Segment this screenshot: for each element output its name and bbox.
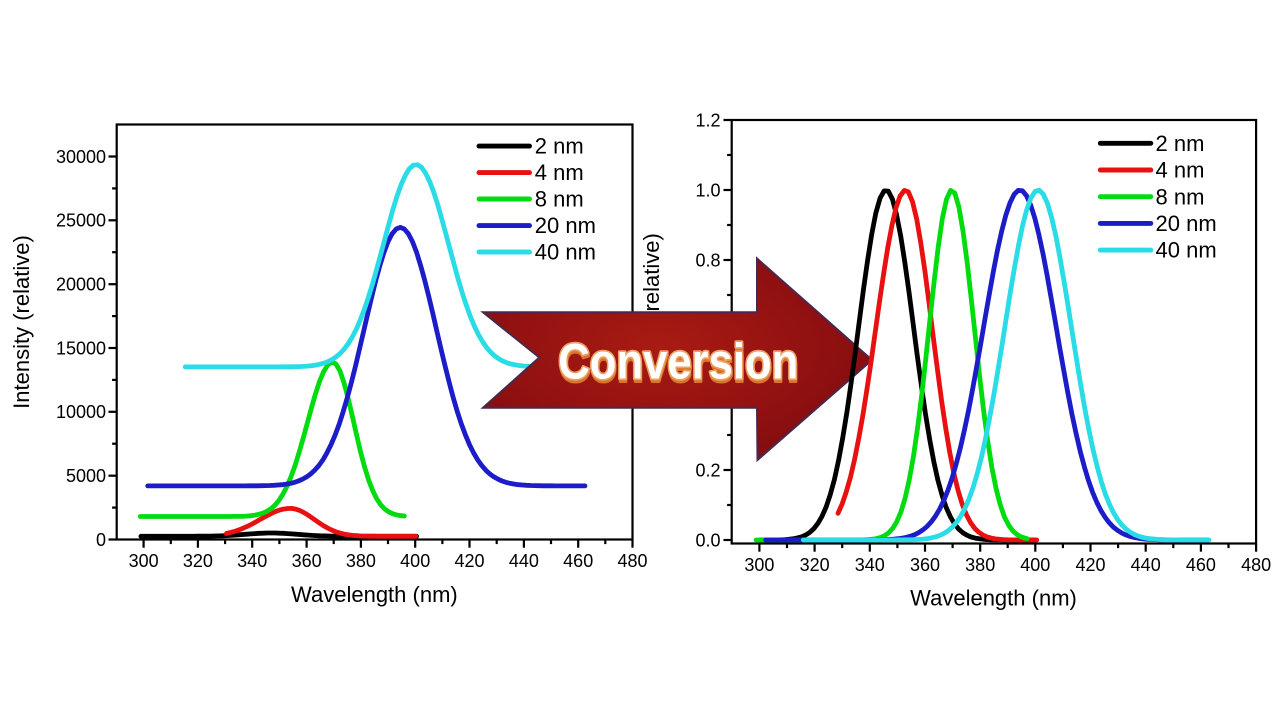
svg-text:320: 320 <box>800 555 830 575</box>
svg-text:0.0: 0.0 <box>695 530 720 550</box>
svg-text:460: 460 <box>1186 555 1216 575</box>
svg-text:480: 480 <box>617 551 647 571</box>
svg-text:340: 340 <box>237 551 267 571</box>
svg-text:0.8: 0.8 <box>695 250 720 270</box>
svg-text:5000: 5000 <box>66 466 106 486</box>
svg-text:460: 460 <box>563 551 593 571</box>
svg-text:320: 320 <box>183 551 213 571</box>
svg-text:300: 300 <box>744 555 774 575</box>
svg-text:Intensity (relative): Intensity (relative) <box>9 235 34 409</box>
svg-text:440: 440 <box>1131 555 1161 575</box>
svg-text:440: 440 <box>509 551 539 571</box>
svg-text:360: 360 <box>910 555 940 575</box>
svg-text:2 nm: 2 nm <box>535 134 584 159</box>
svg-text:0: 0 <box>96 530 106 550</box>
svg-text:30000: 30000 <box>56 147 106 167</box>
svg-text:420: 420 <box>1075 555 1105 575</box>
svg-text:40 nm: 40 nm <box>535 240 596 265</box>
svg-text:Conversion: Conversion <box>559 337 799 393</box>
svg-text:40 nm: 40 nm <box>1156 238 1217 263</box>
svg-text:20 nm: 20 nm <box>535 213 596 238</box>
svg-text:340: 340 <box>855 555 885 575</box>
svg-text:480: 480 <box>1241 555 1271 575</box>
svg-text:8 nm: 8 nm <box>535 187 584 212</box>
svg-text:400: 400 <box>400 551 430 571</box>
svg-text:20000: 20000 <box>56 275 106 295</box>
svg-text:25000: 25000 <box>56 211 106 231</box>
svg-text:15000: 15000 <box>56 338 106 358</box>
svg-text:360: 360 <box>292 551 322 571</box>
svg-text:300: 300 <box>129 551 159 571</box>
svg-text:2 nm: 2 nm <box>1156 131 1205 156</box>
svg-text:Wavelength (nm): Wavelength (nm) <box>291 582 458 607</box>
svg-text:380: 380 <box>965 555 995 575</box>
svg-text:20 nm: 20 nm <box>1156 211 1217 236</box>
svg-text:8 nm: 8 nm <box>1156 184 1205 209</box>
svg-text:1.2: 1.2 <box>695 110 720 130</box>
svg-text:4 nm: 4 nm <box>535 160 584 185</box>
svg-text:0.2: 0.2 <box>695 460 720 480</box>
svg-text:4 nm: 4 nm <box>1156 158 1205 183</box>
svg-text:Conversion: Conversion <box>558 334 798 390</box>
svg-text:380: 380 <box>346 551 376 571</box>
svg-text:Wavelength (nm): Wavelength (nm) <box>910 586 1077 611</box>
svg-text:Conversion: Conversion <box>558 334 798 390</box>
svg-text:420: 420 <box>454 551 484 571</box>
svg-text:1.0: 1.0 <box>695 180 720 200</box>
svg-text:400: 400 <box>1020 555 1050 575</box>
svg-text:10000: 10000 <box>56 402 106 422</box>
